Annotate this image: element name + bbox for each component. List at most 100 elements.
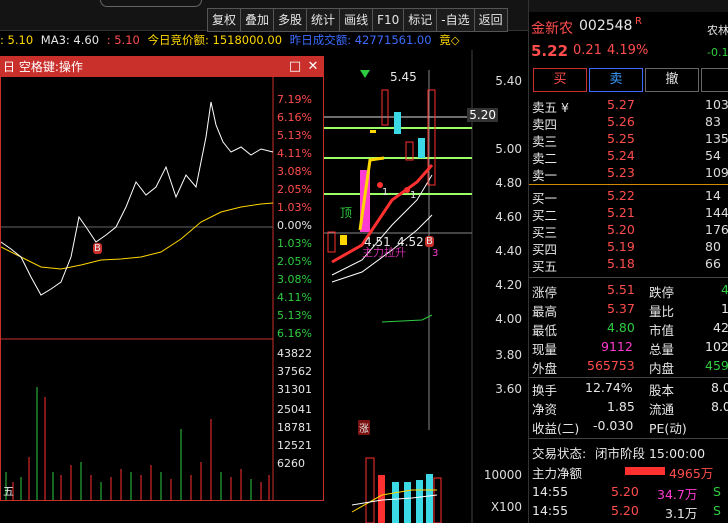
y-label: 4.80 xyxy=(495,176,522,190)
sector-value: -0.1 xyxy=(707,46,728,59)
pct-label: 5.13% xyxy=(277,309,312,322)
orderbook-price: 5.22 xyxy=(607,188,635,203)
orderbook-label: 卖五 ¥ xyxy=(532,100,569,115)
cancel-order-button[interactable]: 撤 xyxy=(645,68,699,92)
orderbook-row: 卖二 5.24 54 xyxy=(529,148,728,166)
multi-stock-button[interactable]: 多股 xyxy=(273,8,308,32)
pct-label: 4.11% xyxy=(277,291,312,304)
y-label: 3.60 xyxy=(495,382,522,396)
buy-button[interactable]: 买 xyxy=(533,68,587,92)
stats-row: 收益(二) -0.030 PE(动) xyxy=(529,418,728,436)
ma-indicator-bar: : 5.10 MA3: 4.60 : 5.10 今日竞价额: 1518000.0… xyxy=(0,32,464,48)
orderbook-row: 卖一 5.23 109 xyxy=(529,165,728,183)
volume-label: 6260 xyxy=(277,457,305,470)
stats-row: 最高 5.37 量比 1 xyxy=(529,301,728,319)
pct-label: 1.03% xyxy=(277,237,312,250)
stat-value: 4.80 xyxy=(607,320,635,335)
orderbook-price: 5.27 xyxy=(607,97,635,112)
kline-svg xyxy=(322,50,473,523)
tick-direction: S xyxy=(713,484,721,499)
stat-label: 最低 xyxy=(532,323,558,338)
orderbook-label: 卖四 xyxy=(532,117,558,132)
maximize-icon[interactable]: □ xyxy=(288,59,302,74)
stat-label: 市值 xyxy=(649,323,675,338)
pct-label: 2.05% xyxy=(277,183,312,196)
pct-label: 3.08% xyxy=(277,273,312,286)
fuquan-button[interactable]: 复权 xyxy=(207,8,242,32)
search-input[interactable] xyxy=(100,0,202,7)
r-tag: R xyxy=(635,16,642,27)
current-price: 5.22 xyxy=(531,42,569,60)
orderbook-volume: 80 xyxy=(705,239,721,254)
intraday-popup-window[interactable]: 日 空格键:操作 □ ✕ xyxy=(0,56,324,501)
orderbook-label: 买二 xyxy=(532,208,558,223)
tick-time: 14:55 xyxy=(532,503,569,518)
zoom-label[interactable]: X100 xyxy=(490,500,522,514)
mark-label: 1 xyxy=(410,190,417,201)
more-button[interactable] xyxy=(701,68,728,92)
auction-tag: 竟◇ xyxy=(439,33,460,47)
yesterday-turnover: 昨日成交额: 42771561.00 xyxy=(289,33,432,47)
buy-marker: B xyxy=(93,243,102,254)
y-label: 5.40 xyxy=(495,74,522,88)
kline-chart[interactable]: 5.40 5.20 5.00 4.80 4.60 4.40 4.20 4.00 … xyxy=(322,50,528,523)
draw-line-button[interactable]: 画线 xyxy=(339,8,374,32)
stat-value: 565753 xyxy=(587,358,635,373)
stat-label: 最高 xyxy=(532,304,558,319)
stat-label: 股本 xyxy=(649,383,675,398)
orderbook-volume: 135 xyxy=(705,131,728,146)
price-change-pct: 4.19% xyxy=(607,43,649,58)
stat-label: 现量 xyxy=(532,342,558,357)
popup-titlebar[interactable]: 日 空格键:操作 □ ✕ xyxy=(1,57,323,77)
overlay-button[interactable]: 叠加 xyxy=(240,8,275,32)
y-label: 4.00 xyxy=(495,312,522,326)
orderbook-price: 5.18 xyxy=(607,256,635,271)
volume-label: 43822 xyxy=(277,347,312,360)
orderbook-price: 5.23 xyxy=(607,165,635,180)
buy-marker: B xyxy=(425,236,434,247)
pct-label: 7.19% xyxy=(277,93,312,106)
orderbook-row: 买四 5.19 80 xyxy=(529,239,728,257)
pct-label: 6.16% xyxy=(277,111,312,124)
stat-label: 内盘 xyxy=(649,361,675,376)
tick-time: 14:55 xyxy=(532,484,569,499)
orderbook-label: 卖一 xyxy=(532,168,558,183)
pct-label: 6.16% xyxy=(277,327,312,340)
orderbook-label: 买四 xyxy=(532,242,558,257)
y-label: 4.60 xyxy=(495,210,522,224)
stock-name: 金新农 xyxy=(531,21,573,37)
orderbook-price: 5.25 xyxy=(607,131,635,146)
popup-title: 日 空格键:操作 xyxy=(3,60,83,74)
stat-label: PE(动) xyxy=(649,421,687,436)
close-icon[interactable]: ✕ xyxy=(307,59,319,74)
stat-label: 流通 xyxy=(649,402,675,417)
orderbook-volume: 176 xyxy=(705,222,728,237)
orderbook-label: 买三 xyxy=(532,225,558,240)
net-flow-value: 4965万 xyxy=(669,466,714,481)
orderbook-volume: 14 xyxy=(705,188,721,203)
sector-title: 农林 xyxy=(707,24,728,37)
stat-value: 102 xyxy=(705,339,728,354)
orderbook-label: 卖二 xyxy=(532,151,558,166)
panel-top-strip xyxy=(529,0,728,12)
back-button[interactable]: 返回 xyxy=(473,8,508,32)
orderbook-volume: 103 xyxy=(705,97,728,112)
orderbook-row: 买二 5.21 144 xyxy=(529,205,728,223)
y-label: 3.80 xyxy=(495,348,522,362)
trade-status-value: 闭市阶段 15:00:00 xyxy=(595,446,706,461)
stat-label: 收益(二) xyxy=(532,421,580,436)
sell-button[interactable]: 卖 xyxy=(589,68,643,92)
stat-label: 量比 xyxy=(649,304,675,319)
stats-row: 净资 1.85 流通 8.0 xyxy=(529,399,728,417)
lift-text: 主力拉升 xyxy=(362,246,406,259)
stat-value: 8.0 xyxy=(711,399,728,414)
volume-label: 31301 xyxy=(277,383,312,396)
orderbook-label: 买一 xyxy=(532,191,558,206)
f10-button[interactable]: F10 xyxy=(372,8,405,32)
pct-label: 1.03% xyxy=(277,201,312,214)
remove-watchlist-button[interactable]: -自选 xyxy=(436,8,475,32)
y-label: 4.20 xyxy=(495,278,522,292)
statistics-button[interactable]: 统计 xyxy=(306,8,341,32)
mark-button[interactable]: 标记 xyxy=(403,8,438,32)
current-price-tag: 5.20 xyxy=(467,108,498,122)
